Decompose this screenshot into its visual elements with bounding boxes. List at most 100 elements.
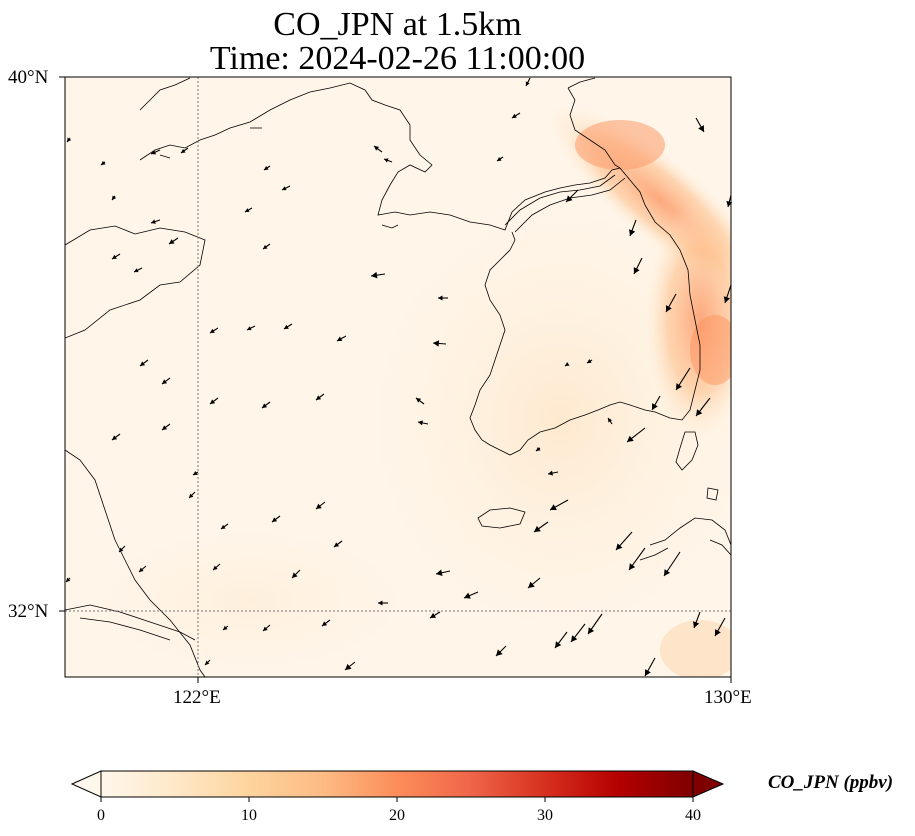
- wind-vector-head: [292, 572, 298, 578]
- wind-vector-head: [316, 503, 322, 509]
- wind-vector-head: [633, 267, 640, 274]
- colorbar: [70, 770, 725, 802]
- wind-vector-head: [571, 635, 578, 642]
- wind-vector-head: [676, 383, 683, 390]
- wind-vector-head: [666, 305, 672, 312]
- wind-vector-head: [189, 493, 194, 498]
- wind-vector-head: [536, 446, 541, 451]
- wind-vector-head: [433, 340, 440, 347]
- wind-vector-head: [316, 395, 322, 400]
- wind-vector-head: [645, 669, 651, 676]
- wind-vector-head: [151, 219, 156, 224]
- wind-vector-head: [664, 569, 671, 576]
- wind-vector-head: [210, 399, 216, 404]
- wind-vector-head: [66, 577, 71, 582]
- map-time: Time: 2024-02-26 11:00:00: [209, 40, 586, 77]
- wind-vector-head: [67, 137, 72, 142]
- tick-marks: [59, 76, 732, 683]
- gridlines: [65, 77, 731, 677]
- wind-vector-head: [652, 403, 658, 410]
- wind-vector-head: [169, 239, 175, 244]
- wind-vector-head: [555, 641, 562, 648]
- wind-vector-head: [247, 326, 252, 331]
- wind-vector-head: [101, 160, 106, 165]
- wind-vector-head: [264, 165, 269, 170]
- wind-vector-head: [608, 418, 613, 423]
- lat-tick-32: 32°N: [8, 601, 49, 622]
- wind-vector-head: [262, 403, 268, 408]
- wind-vector-head: [221, 524, 226, 529]
- wind-vector-head: [430, 612, 436, 618]
- wind-vector-head: [151, 149, 157, 155]
- wind-vector-head: [528, 581, 535, 588]
- wind-vector-head: [438, 295, 443, 301]
- wind-vector-head: [416, 398, 422, 403]
- wind-vector-head: [210, 328, 215, 333]
- wind-vector-head: [345, 663, 352, 670]
- wind-vector-head: [693, 621, 700, 628]
- wind-vector-head: [629, 563, 636, 570]
- wind-vector-head: [134, 268, 139, 273]
- wind-vector-head: [337, 336, 343, 341]
- wind-vector-head: [723, 296, 731, 303]
- wind-vector-head: [629, 229, 636, 236]
- wind-vector-head: [378, 600, 383, 606]
- lon-tick-122: 122°E: [173, 687, 221, 708]
- wind-vector-head: [181, 148, 186, 153]
- wind-vector-head: [119, 547, 124, 552]
- wind-vector-head: [565, 361, 570, 366]
- wind-vector-head: [193, 471, 198, 475]
- wind-vector-head: [384, 158, 389, 163]
- wind-vector-head: [698, 125, 704, 132]
- wind-vector-head: [497, 156, 502, 161]
- wind-vector-head: [566, 195, 573, 202]
- co-field: [65, 77, 731, 677]
- wind-vector-head: [534, 525, 541, 532]
- wind-vector-head: [162, 379, 168, 384]
- wind-vector-head: [112, 254, 117, 259]
- colorbar-tick-0: 0: [97, 807, 105, 824]
- wind-vector-head: [140, 361, 146, 366]
- wind-vector-head: [715, 629, 721, 636]
- wind-vector-head: [282, 186, 287, 191]
- lat-tick-40: 40°N: [8, 67, 49, 88]
- wind-vector-head: [112, 195, 117, 200]
- wind-vector-head: [213, 565, 218, 570]
- wind-vector-head: [205, 660, 210, 665]
- wind-vector-head: [436, 569, 443, 576]
- wind-vector-head: [322, 621, 328, 626]
- colorbar-tick-10: 10: [241, 807, 257, 824]
- wind-vector-head: [464, 592, 471, 599]
- wind-vector-head: [139, 567, 144, 572]
- wind-vector-head: [512, 113, 517, 118]
- wind-vector-head: [371, 271, 378, 279]
- colorbar-label: CO_JPN (ppbv): [768, 772, 894, 793]
- wind-vector-head: [334, 542, 340, 547]
- wind-vector-head: [112, 435, 118, 440]
- wind-vector-head: [696, 409, 703, 416]
- wind-vector-head: [588, 627, 595, 634]
- colorbar-tick-30: 30: [537, 807, 553, 824]
- wind-vector-head: [418, 420, 423, 426]
- wind-vector-head: [374, 146, 380, 151]
- wind-vector-head: [263, 626, 268, 631]
- wind-vectors: [65, 77, 733, 677]
- wind-vector-head: [627, 435, 634, 442]
- lon-tick-130: 130°E: [704, 687, 752, 708]
- wind-vector-head: [284, 324, 289, 329]
- map-frame: [64, 76, 732, 678]
- wind-vector-head: [548, 470, 553, 476]
- wind-vector-head: [162, 425, 168, 430]
- wind-vector-head: [263, 244, 268, 249]
- map-title: CO_JPN at 1.5km: [273, 6, 522, 43]
- wind-vector-head: [587, 359, 592, 363]
- wind-vector-head: [272, 517, 278, 522]
- coastlines: [65, 77, 731, 677]
- wind-vector-head: [616, 543, 623, 550]
- wind-vector-head: [245, 208, 250, 212]
- wind-vector-head: [496, 649, 503, 656]
- wind-vector-head: [550, 504, 557, 510]
- wind-vector-head: [223, 625, 228, 630]
- colorbar-tick-20: 20: [389, 807, 405, 824]
